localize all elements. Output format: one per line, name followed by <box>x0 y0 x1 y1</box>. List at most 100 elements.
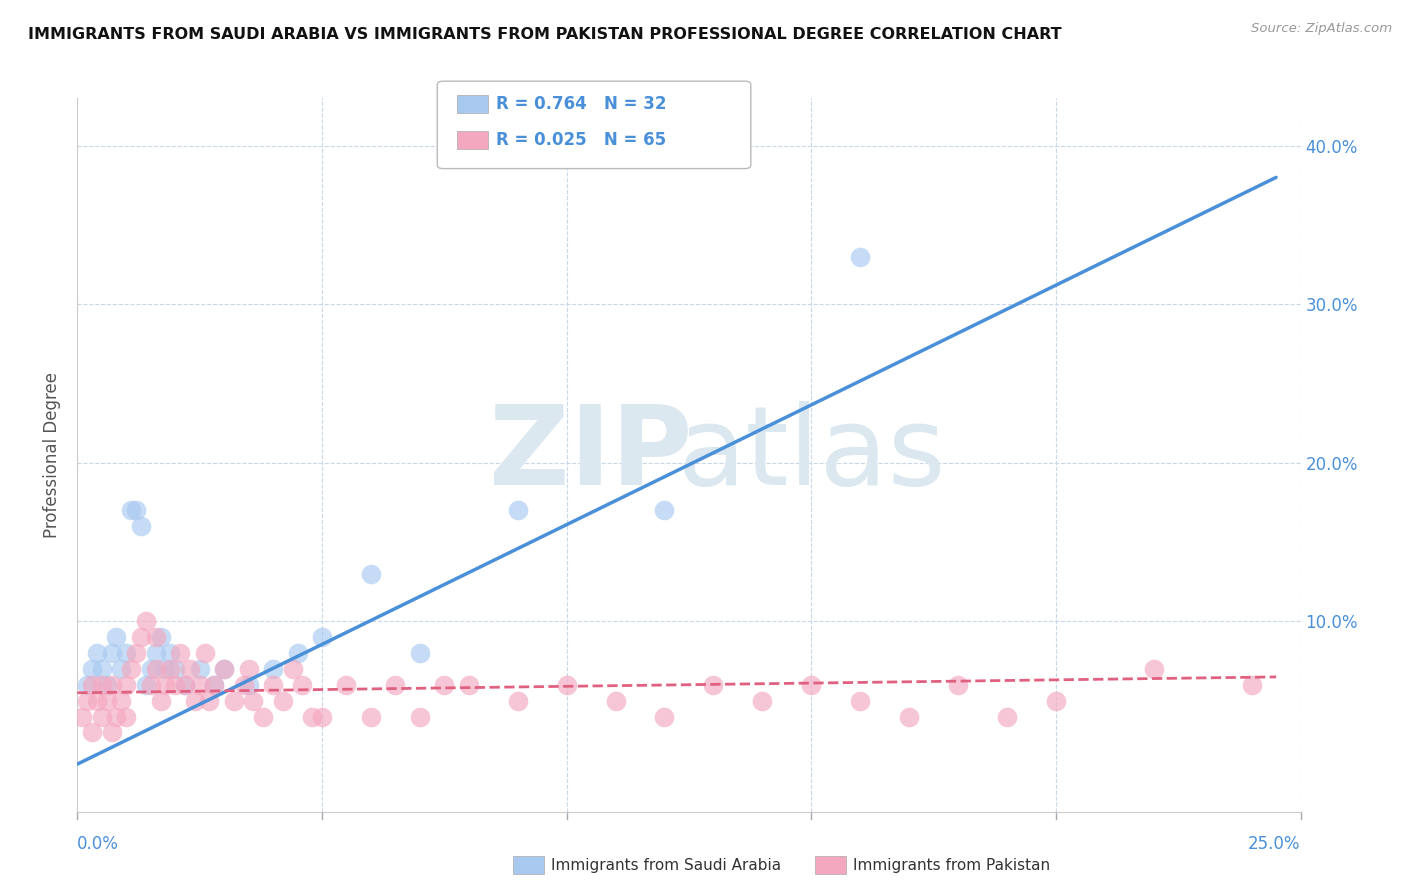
Point <box>115 678 138 692</box>
Point <box>145 630 167 644</box>
Point <box>145 662 167 676</box>
Point <box>702 678 724 692</box>
Point <box>76 694 98 708</box>
Point <box>165 662 187 676</box>
Point <box>360 709 382 723</box>
Point <box>995 709 1018 723</box>
Point <box>179 662 201 676</box>
Point <box>149 630 172 644</box>
Point <box>90 709 112 723</box>
Point <box>271 694 294 708</box>
Point <box>125 646 148 660</box>
Text: Immigrants from Saudi Arabia: Immigrants from Saudi Arabia <box>551 858 782 872</box>
Point <box>145 646 167 660</box>
Point <box>86 694 108 708</box>
Point <box>849 694 872 708</box>
Point <box>232 678 254 692</box>
Point <box>654 503 676 517</box>
Point <box>335 678 357 692</box>
Point <box>409 646 432 660</box>
Point <box>135 615 157 629</box>
Point <box>184 694 207 708</box>
Text: 25.0%: 25.0% <box>1249 835 1301 853</box>
Point <box>110 662 132 676</box>
Point <box>360 566 382 581</box>
Point <box>202 678 225 692</box>
Text: Immigrants from Pakistan: Immigrants from Pakistan <box>853 858 1050 872</box>
Point <box>105 630 128 644</box>
Point <box>165 678 187 692</box>
Point <box>1240 678 1263 692</box>
Point <box>115 646 138 660</box>
Point <box>96 694 118 708</box>
Point <box>76 678 98 692</box>
Point <box>86 646 108 660</box>
Text: R = 0.025   N = 65: R = 0.025 N = 65 <box>496 131 666 149</box>
Point <box>90 678 112 692</box>
Point <box>129 519 152 533</box>
Point <box>90 662 112 676</box>
Point <box>149 694 172 708</box>
Point <box>155 678 177 692</box>
Point <box>311 630 333 644</box>
Point <box>80 662 103 676</box>
Point <box>110 694 132 708</box>
Y-axis label: Professional Degree: Professional Degree <box>44 372 62 538</box>
Point <box>202 678 225 692</box>
Point <box>193 646 215 660</box>
Point <box>96 678 118 692</box>
Point <box>457 678 479 692</box>
Point <box>384 678 406 692</box>
Point <box>262 662 284 676</box>
Point <box>287 646 309 660</box>
Point <box>433 678 456 692</box>
Point <box>188 678 211 692</box>
Point <box>1143 662 1166 676</box>
Point <box>100 678 122 692</box>
Point <box>849 250 872 264</box>
Point <box>252 709 274 723</box>
Point <box>129 630 152 644</box>
Point <box>311 709 333 723</box>
Point <box>159 646 181 660</box>
Text: ZIP: ZIP <box>489 401 693 508</box>
Point <box>174 678 197 692</box>
Point <box>222 694 245 708</box>
Point <box>506 694 529 708</box>
Point <box>212 662 235 676</box>
Point <box>212 662 235 676</box>
Point <box>506 503 529 517</box>
Point <box>301 709 323 723</box>
Point <box>155 662 177 676</box>
Point <box>800 678 823 692</box>
Point <box>281 662 304 676</box>
Point <box>125 503 148 517</box>
Text: 0.0%: 0.0% <box>77 835 120 853</box>
Point <box>105 709 128 723</box>
Point <box>291 678 314 692</box>
Point <box>120 662 142 676</box>
Point <box>898 709 921 723</box>
Point <box>139 662 162 676</box>
Point <box>262 678 284 692</box>
Text: R = 0.764   N = 32: R = 0.764 N = 32 <box>496 95 666 113</box>
Point <box>188 662 211 676</box>
Text: IMMIGRANTS FROM SAUDI ARABIA VS IMMIGRANTS FROM PAKISTAN PROFESSIONAL DEGREE COR: IMMIGRANTS FROM SAUDI ARABIA VS IMMIGRAN… <box>28 27 1062 42</box>
Text: atlas: atlas <box>678 401 945 508</box>
Point <box>115 709 138 723</box>
Point <box>654 709 676 723</box>
Point <box>198 694 221 708</box>
Point <box>605 694 627 708</box>
Point <box>70 709 93 723</box>
Point <box>169 646 191 660</box>
Point <box>946 678 969 692</box>
Point <box>238 662 260 676</box>
Point <box>80 725 103 739</box>
Point <box>159 662 181 676</box>
Text: Source: ZipAtlas.com: Source: ZipAtlas.com <box>1251 22 1392 36</box>
Point <box>100 646 122 660</box>
Point <box>80 678 103 692</box>
Point <box>409 709 432 723</box>
Point <box>100 725 122 739</box>
Point <box>238 678 260 692</box>
